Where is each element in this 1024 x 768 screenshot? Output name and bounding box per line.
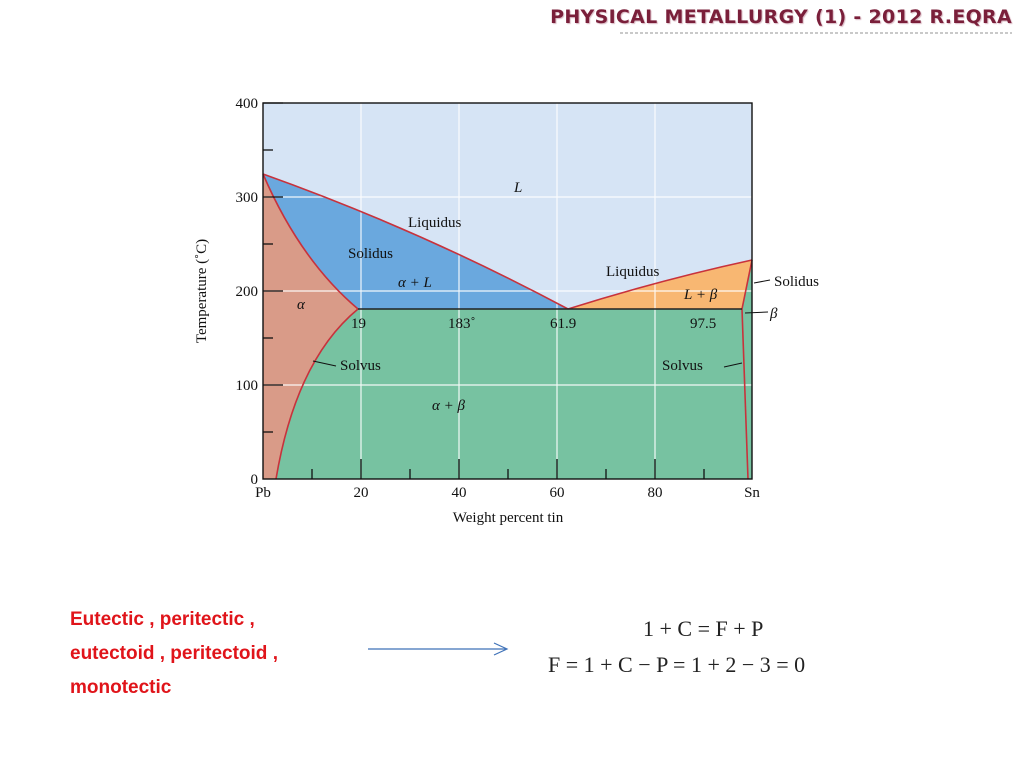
label-comp-97-5: 97.5 — [690, 316, 716, 332]
leader-lines — [312, 279, 771, 368]
solidus-left-line — [262, 173, 359, 310]
label-temp-183: 183˚ — [448, 316, 476, 332]
y-tick-0: 0 — [251, 472, 259, 488]
region-liquid-beta — [568, 260, 752, 309]
label-alpha-plus-liquid: α + L — [398, 275, 432, 291]
label-alpha: α — [297, 297, 306, 313]
note-line-3: monotectic — [70, 677, 172, 698]
arrow-to-formula — [368, 642, 509, 656]
gridlines — [263, 103, 752, 479]
x-tick-40: 40 — [452, 485, 467, 501]
label-liquidus-right: Liquidus — [606, 264, 659, 280]
phase-boundaries — [262, 173, 753, 480]
y-tick-100: 100 — [236, 378, 259, 394]
header-underline — [620, 32, 1012, 34]
label-comp-19: 19 — [351, 316, 366, 332]
x-tick-60: 60 — [550, 485, 565, 501]
note-line-1: Eutectic , peritectic , — [70, 609, 255, 630]
label-solvus-right: Solvus — [662, 358, 703, 374]
y-axis-label: Temperature (˚C) — [194, 239, 210, 343]
label-liquidus-left: Liquidus — [408, 215, 461, 231]
label-solvus-left: Solvus — [340, 358, 381, 374]
region-alpha-liquid — [263, 174, 568, 309]
y-tick-300: 300 — [236, 190, 259, 206]
axis-ticks — [263, 102, 705, 479]
liquidus-right-line — [567, 259, 753, 310]
slide-header-title: PHYSICAL METALLURGY (1) - 2012 R.EQRA — [550, 6, 1012, 28]
x-tick-80: 80 — [648, 485, 663, 501]
label-solidus-right: Solidus — [774, 274, 819, 290]
x-tick-20: 20 — [354, 485, 369, 501]
x-tick-pb: Pb — [255, 485, 271, 501]
x-axis-label: Weight percent tin — [453, 510, 564, 526]
label-beta: β — [769, 306, 778, 322]
solidus-right-line — [741, 259, 753, 310]
phase-diagram: 0 100 200 300 400 Pb 20 40 60 80 Sn Weig… — [194, 96, 819, 526]
y-tick-400: 400 — [236, 96, 259, 112]
label-alpha-plus-beta: α + β — [432, 398, 465, 414]
note-line-2: eutectoid , peritectoid , — [70, 643, 278, 664]
liquidus-left-line — [262, 173, 569, 310]
degrees-of-freedom-formula: F = 1 + C − P = 1 + 2 − 3 = 0 — [548, 652, 806, 677]
region-alpha — [263, 174, 358, 479]
solvus-left-line — [275, 308, 359, 480]
label-liquid-plus-beta: L + β — [683, 287, 718, 303]
y-tick-200: 200 — [236, 284, 259, 300]
phase-rule-formula: 1 + C = F + P — [643, 616, 764, 641]
label-solidus-left: Solidus — [348, 246, 393, 262]
label-liquid: L — [513, 180, 522, 196]
label-comp-61-9: 61.9 — [550, 316, 576, 332]
region-beta — [742, 260, 752, 479]
reaction-types-note: Eutectic , peritectic , eutectoid , peri… — [70, 603, 370, 705]
x-tick-sn: Sn — [744, 485, 760, 501]
solvus-right-line — [741, 308, 749, 480]
region-alpha-beta — [263, 309, 752, 479]
